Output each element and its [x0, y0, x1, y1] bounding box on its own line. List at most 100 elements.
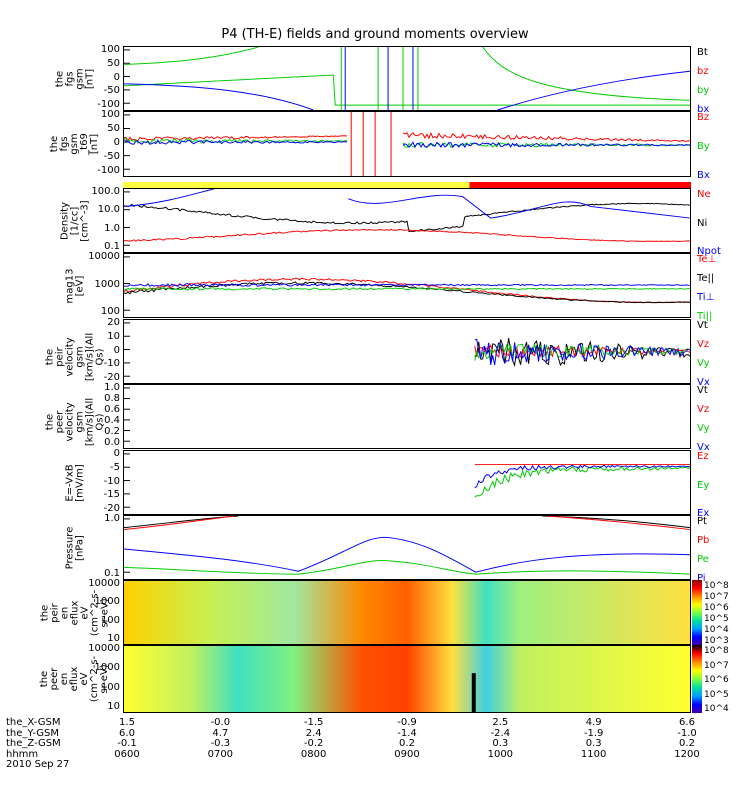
x-row-label: the_X-GSM: [6, 717, 60, 728]
panel-9: [123, 580, 691, 645]
legend-entry: Pe: [697, 555, 709, 565]
legend-entry: Vy: [697, 424, 710, 434]
x-tick-label: 6.6: [662, 717, 712, 728]
legend-entry: Pt: [697, 517, 707, 527]
legend-entry: Vz: [697, 340, 709, 350]
colorbar-tick-label: 10^4: [704, 705, 729, 714]
ylabel-line: the: [40, 580, 50, 645]
colorbar: [692, 645, 702, 713]
panel-7: [123, 450, 691, 515]
colorbar-tick-label: 10^8: [704, 647, 729, 656]
legend-entry: Ne: [697, 190, 711, 200]
x-row-label: hhmm: [6, 749, 38, 760]
x-tick-label: 1100: [569, 749, 619, 760]
ylabel-line: velocity: [65, 389, 75, 454]
ylabel-line: the: [55, 46, 65, 111]
panel-1: [123, 46, 691, 111]
ylabel-line: the: [45, 324, 55, 389]
legend-entry: Te||: [697, 274, 714, 284]
x-tick-label: 1000: [475, 749, 525, 760]
x-tick-label: 0700: [195, 749, 245, 760]
legend-entry: Vz: [697, 405, 709, 415]
y-tick-label: 1.0: [82, 224, 120, 234]
y-tick-label: 1.0: [82, 383, 120, 393]
ylabel-line: eflux: [70, 580, 80, 645]
x-tick-label: 0.2: [662, 738, 712, 749]
y-tick-label: -15: [82, 490, 120, 500]
colorbar-tick-label: 10^6: [704, 676, 729, 685]
trace-Ni: [124, 203, 690, 231]
ylabel-line: peir: [50, 580, 60, 645]
panel-plot: [124, 112, 690, 176]
ylabel-line: fgs: [65, 46, 75, 111]
x-tick-label: -0.9: [382, 717, 432, 728]
y-tick-label: -100: [82, 166, 120, 176]
y-tick-label: 0.8: [82, 394, 120, 404]
x-tick-label: 0600: [102, 749, 152, 760]
legend-entry: by: [697, 86, 709, 96]
spectrogram-dropout: [472, 673, 476, 712]
legend-entry: Ni: [697, 219, 707, 229]
y-tick-label: 0: [82, 138, 120, 148]
panel-5: [123, 319, 691, 384]
y-tick-label: 0.6: [82, 405, 120, 415]
x-tick-label: -0.1: [102, 738, 152, 749]
x-tick-label: 1.5: [102, 717, 152, 728]
y-tick-label: 100.0: [82, 187, 120, 197]
legend-entry: bz: [697, 67, 709, 77]
legend-entry: Vt: [697, 321, 708, 331]
y-tick-label: 100: [82, 45, 120, 55]
x-row-label: the_Z-GSM: [6, 738, 61, 749]
trace-by: [483, 47, 690, 100]
y-tick-label: 0.4: [82, 416, 120, 426]
x-tick-label: 4.7: [195, 728, 245, 739]
spectrogram-bg: [124, 646, 690, 712]
trace-Ey: [475, 466, 690, 497]
legend-entry: Ez: [697, 452, 709, 462]
x-tick-label: -0.0: [195, 717, 245, 728]
spectrogram-bg: [124, 581, 690, 644]
x-tick-label: 4.9: [569, 717, 619, 728]
y-tick-label: -10: [82, 359, 120, 369]
ylabel-line: [1/cc]: [70, 188, 80, 253]
y-tick-label: 0: [82, 346, 120, 356]
y-tick-label: 100: [82, 616, 120, 626]
x-tick-label: 0.3: [475, 738, 525, 749]
legend-entry: Bx: [697, 171, 710, 181]
y-tick-label: 1.0: [82, 514, 120, 524]
y-tick-label: 0.2: [82, 427, 120, 437]
ylabel-line: en: [60, 580, 70, 645]
y-tick-label: 10: [82, 702, 120, 712]
legend-entry: Bt: [697, 48, 708, 58]
y-tick-label: 10: [82, 332, 120, 342]
panel-6: [123, 384, 691, 449]
trace-Ne: [124, 229, 690, 241]
trace-Ex: [475, 465, 690, 488]
x-tick-label: 0800: [289, 749, 339, 760]
colorbar-tick-label: 10^7: [704, 593, 729, 602]
y-tick-label: 1000: [82, 280, 120, 290]
x-tick-label: -1.4: [382, 728, 432, 739]
y-tick-label: 10000: [82, 579, 120, 589]
y-tick-label: 100: [82, 307, 120, 317]
legend-entry: Bz: [697, 113, 709, 123]
ylabel-line: mag13: [65, 253, 75, 318]
panel-plot: [124, 451, 690, 514]
mode-bar: [123, 182, 691, 188]
x-tick-label: 2.5: [475, 717, 525, 728]
legend-entry: Vy: [697, 359, 710, 369]
y-tick-label: 50: [82, 124, 120, 134]
colorbar-tick-label: 10^5: [704, 691, 729, 700]
panel-2: [123, 111, 691, 177]
panel-10: [123, 645, 691, 713]
panel-plot: [124, 646, 690, 712]
colorbar-tick-label: 10^3: [704, 637, 729, 646]
y-tick-label: 100: [82, 683, 120, 693]
x-tick-label: 0.2: [382, 738, 432, 749]
panel-plot: [124, 581, 690, 644]
ylabel-line: peer: [55, 389, 65, 454]
trace-Npot: [124, 189, 690, 218]
trace-Te-perp: [124, 278, 690, 302]
panel-plot: [124, 47, 690, 110]
y-tick-label: -5: [82, 463, 120, 473]
